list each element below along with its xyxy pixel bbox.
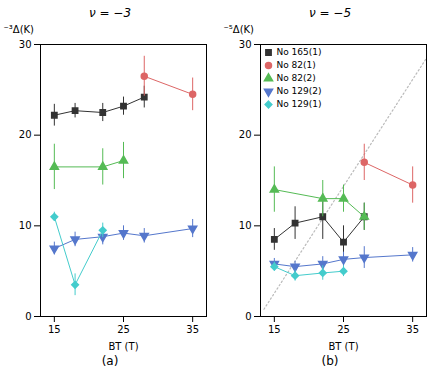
svg-text:No 82(1): No 82(1): [277, 60, 316, 70]
svg-text:No 82(2): No 82(2): [277, 73, 316, 83]
svg-text:0: 0: [25, 311, 31, 322]
html-text:ν = −5: ν = −5: [309, 6, 351, 20]
svg-text:BT (T): BT (T): [108, 341, 138, 352]
svg-text:No 129(2): No 129(2): [277, 86, 322, 96]
svg-text:No 165(1): No 165(1): [277, 47, 322, 57]
svg-text:35: 35: [406, 324, 419, 335]
svg-text:15: 15: [48, 324, 61, 335]
svg-text:No 129(1): No 129(1): [277, 99, 322, 109]
svg-text:10: 10: [19, 220, 32, 231]
svg-text:10: 10: [239, 220, 252, 231]
svg-text:20: 20: [19, 129, 32, 140]
svg-text:20: 20: [239, 129, 252, 140]
svg-text:35: 35: [186, 324, 199, 335]
svg-text:25: 25: [117, 324, 130, 335]
svg-text:0: 0: [245, 311, 251, 322]
html-text:(a): (a): [101, 354, 119, 368]
svg-text:15: 15: [268, 324, 281, 335]
html-text:ν = −3: ν = −3: [89, 6, 131, 20]
svg-text:BT (T): BT (T): [328, 341, 358, 352]
svg-text:30: 30: [239, 39, 252, 50]
html-text:(b): (b): [321, 354, 339, 368]
svg-text:30: 30: [19, 39, 32, 50]
svg-text:25: 25: [337, 324, 350, 335]
svg-text:⁻⁵Δ(K): ⁻⁵Δ(K): [224, 24, 255, 35]
svg-text:⁻³Δ(K): ⁻³Δ(K): [4, 24, 35, 35]
